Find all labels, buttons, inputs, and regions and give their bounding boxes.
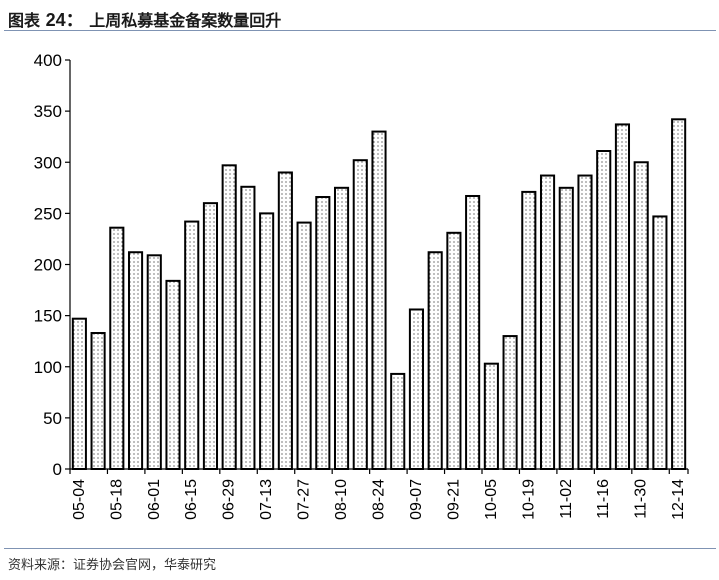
bar-10-19 bbox=[521, 190, 537, 470]
x-tick-label-10-19: 10-19 bbox=[520, 479, 537, 520]
bar-05-04 bbox=[71, 317, 87, 470]
bar-07-27 bbox=[296, 221, 312, 470]
bar-06-01 bbox=[146, 254, 162, 470]
x-tick-label-11-16: 11-16 bbox=[595, 479, 612, 519]
y-tick-label-100: 100 bbox=[34, 358, 62, 377]
x-tick-label-07-27: 07-27 bbox=[296, 479, 313, 520]
bar-06-15 bbox=[184, 220, 200, 470]
x-tick-label-08-24: 08-24 bbox=[371, 479, 388, 520]
top-rule bbox=[4, 30, 716, 31]
bar-09-21 bbox=[446, 231, 462, 470]
x-tick-label-07-13: 07-13 bbox=[258, 479, 275, 520]
y-tick-label-50: 50 bbox=[43, 409, 62, 428]
bar-08-17 bbox=[352, 159, 368, 470]
bar-10-05 bbox=[483, 362, 499, 470]
y-tick-label-250: 250 bbox=[34, 204, 62, 223]
x-tick-label-05-04: 05-04 bbox=[71, 479, 88, 520]
x-tick-label-09-21: 09-21 bbox=[445, 479, 462, 520]
y-tick-label-400: 400 bbox=[34, 51, 62, 70]
axes-group: 0 50 100 150 200 250 300 350 400 05-04 05-18 06-01 0… bbox=[34, 51, 689, 520]
x-tick-label-12-14: 12-14 bbox=[670, 479, 687, 520]
bars-group bbox=[71, 118, 687, 471]
bar-08-24 bbox=[371, 130, 387, 471]
bar-05-25 bbox=[127, 251, 144, 470]
bar-10-12 bbox=[502, 335, 518, 470]
title-text: 上周私募基金备案数量回升 bbox=[89, 11, 282, 30]
bar-11-30 bbox=[633, 161, 649, 470]
bar-07-06 bbox=[240, 185, 256, 470]
bar-11-16 bbox=[596, 150, 612, 470]
x-tick-label-06-29: 06-29 bbox=[221, 479, 238, 520]
x-tick-label-10-05: 10-05 bbox=[483, 479, 500, 520]
x-tick-label-08-10: 08-10 bbox=[333, 479, 350, 520]
bar-06-29 bbox=[221, 164, 237, 470]
x-tick-label-11-02: 11-02 bbox=[558, 479, 575, 519]
bar-05-18 bbox=[109, 226, 125, 470]
x-tick-label-06-15: 06-15 bbox=[183, 479, 200, 520]
bar-09-14 bbox=[427, 251, 443, 470]
bar-12-14 bbox=[671, 118, 687, 470]
bar-08-03 bbox=[315, 196, 331, 470]
bar-10-26 bbox=[539, 174, 556, 470]
bar-09-28 bbox=[465, 194, 481, 471]
bar-07-20 bbox=[277, 171, 293, 470]
bar-08-31 bbox=[390, 372, 406, 470]
x-tick-label-11-30: 11-30 bbox=[633, 479, 650, 519]
bar-11-02 bbox=[558, 186, 574, 470]
bottom-rule bbox=[4, 548, 716, 549]
bar-09-07 bbox=[408, 308, 425, 470]
y-tick-label-200: 200 bbox=[34, 256, 62, 275]
bar-chart: 0 50 100 150 200 250 300 350 400 05-04 05-18 06-01 0… bbox=[34, 51, 689, 520]
title-label: 图表 bbox=[8, 11, 41, 30]
title-number: 24： bbox=[45, 10, 84, 30]
source-note: 资料来源：证券协会官网，华泰研究 bbox=[8, 558, 217, 573]
y-tick-label-150: 150 bbox=[34, 307, 62, 326]
bar-06-08 bbox=[165, 279, 181, 470]
bar-08-10 bbox=[333, 186, 350, 470]
y-tick-label-350: 350 bbox=[34, 102, 62, 121]
bar-05-11 bbox=[90, 332, 106, 471]
x-tick-label-06-01: 06-01 bbox=[146, 479, 163, 520]
x-tick-label-09-07: 09-07 bbox=[408, 479, 425, 520]
chart-title: 图表 24： 上周私募基金备案数量回升 bbox=[8, 6, 281, 32]
y-tick-label-300: 300 bbox=[34, 153, 62, 172]
x-tick-label-05-18: 05-18 bbox=[108, 479, 125, 520]
bar-07-13 bbox=[259, 212, 275, 471]
y-tick-label-0: 0 bbox=[53, 460, 62, 479]
bar-06-22 bbox=[202, 202, 219, 470]
bar-11-23 bbox=[614, 123, 631, 470]
bar-12-07 bbox=[652, 215, 668, 470]
bar-11-09 bbox=[577, 174, 593, 470]
